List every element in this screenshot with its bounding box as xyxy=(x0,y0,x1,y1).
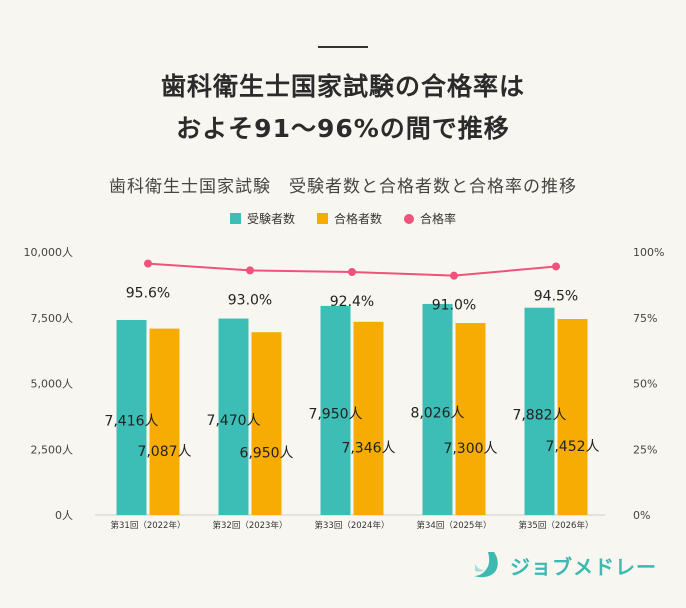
x-tick-label: 第32回（2023年） xyxy=(213,520,288,531)
legend-item-pass-rate: 合格率 xyxy=(404,210,456,227)
x-tick-label: 第35回（2026年） xyxy=(519,520,594,531)
data-label-passers: 6,950人 xyxy=(239,446,293,462)
bar-examinees xyxy=(116,319,147,515)
brand-logo-icon xyxy=(474,552,498,578)
x-tick-label: 第34回（2025年） xyxy=(417,520,492,531)
data-label-passers: 7,087人 xyxy=(137,444,191,460)
pass-rate-point xyxy=(552,262,560,271)
data-label-examinees: 8,026人 xyxy=(410,405,464,421)
headline-line-1: 歯科衛生士国家試験の合格率は xyxy=(160,72,525,101)
bar-passers xyxy=(251,332,282,515)
y-left-tick-label: 0人 xyxy=(55,509,73,522)
bar-passers xyxy=(149,328,180,515)
legend-label-examinees: 受験者数 xyxy=(246,212,295,226)
data-label-pass-rate: 92.4% xyxy=(330,294,374,310)
y-right-tick-label: 50% xyxy=(633,378,657,391)
chart-title: 歯科衛生士国家試験 受験者数と合格者数と合格率の推移 xyxy=(109,177,577,197)
y-right-tick-label: 100% xyxy=(633,246,664,259)
y-left-tick-label: 2,500人 xyxy=(31,443,74,456)
bar-examinees xyxy=(422,303,453,515)
bar-examinees xyxy=(218,318,249,515)
legend-item-passers: 合格者数 xyxy=(316,210,382,227)
data-label-passers: 7,346人 xyxy=(341,440,395,456)
data-label-pass-rate: 93.0% xyxy=(228,292,272,308)
y-right-tick-label: 25% xyxy=(633,443,657,456)
brand-logo: ジョブメドレー xyxy=(472,550,657,580)
bar-passers xyxy=(557,319,588,515)
legend-swatch-examinees xyxy=(229,213,241,224)
data-label-examinees: 7,470人 xyxy=(206,413,260,429)
y-left-tick-label: 10,000人 xyxy=(24,246,74,259)
data-label-pass-rate: 95.6% xyxy=(126,286,170,302)
top-rule xyxy=(318,46,368,48)
data-label-examinees: 7,416人 xyxy=(104,413,158,429)
x-tick-label: 第33回（2024年） xyxy=(315,520,390,531)
data-label-pass-rate: 94.5% xyxy=(534,288,578,304)
headline: 歯科衛生士国家試験の合格率は およそ91～96%の間で推移 xyxy=(0,66,686,150)
pass-rate-point xyxy=(348,267,356,276)
bar-examinees xyxy=(320,305,351,515)
data-label-examinees: 7,950人 xyxy=(308,406,362,422)
brand-logo-text: ジョブメドレー xyxy=(510,554,657,579)
pass-rate-point xyxy=(144,259,152,268)
y-left-tick-label: 5,000人 xyxy=(31,378,74,391)
y-right-tick-label: 0% xyxy=(633,509,650,522)
data-label-pass-rate: 91.0% xyxy=(432,298,476,314)
legend-label-pass-rate: 合格率 xyxy=(420,212,457,226)
data-label-passers: 7,300人 xyxy=(443,441,497,457)
headline-line-2: およそ91～96%の間で推移 xyxy=(176,114,510,143)
bar-passers xyxy=(455,323,486,515)
legend-swatch-pass-rate xyxy=(404,213,414,224)
legend-item-examinees: 受験者数 xyxy=(229,210,295,227)
y-right-tick-label: 75% xyxy=(633,312,657,325)
legend-label-passers: 合格者数 xyxy=(333,212,382,226)
data-label-passers: 7,452人 xyxy=(545,439,599,455)
y-left-tick-label: 7,500人 xyxy=(31,312,74,325)
bar-passers xyxy=(353,321,384,515)
chart-legend: 受験者数 合格者数 合格率 xyxy=(0,210,686,227)
pass-rate-point xyxy=(450,271,458,280)
x-tick-label: 第31回（2022年） xyxy=(111,520,186,531)
bar-examinees xyxy=(524,307,555,515)
pass-rate-point xyxy=(246,266,254,275)
legend-swatch-passers xyxy=(316,213,328,224)
data-label-examinees: 7,882人 xyxy=(512,407,566,423)
